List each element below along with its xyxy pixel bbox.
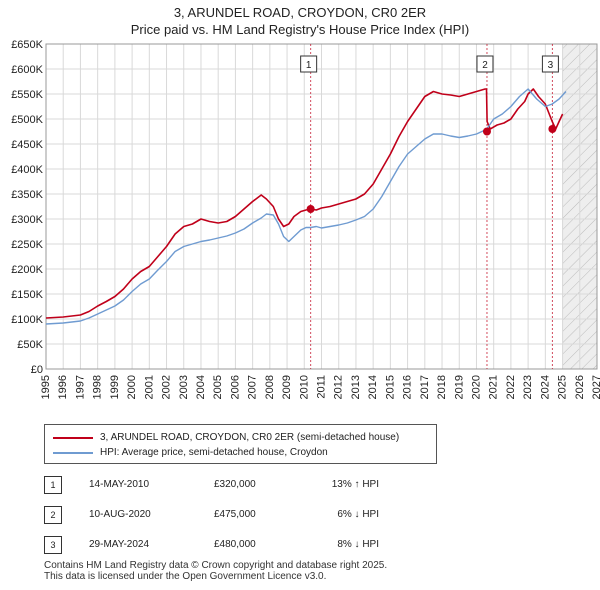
y-tick-label: £250K [11, 239, 43, 251]
x-tick-label: 1997 [74, 375, 86, 399]
sale-label: 2 [482, 60, 488, 71]
y-tick-label: £500K [11, 114, 43, 126]
legend-swatch-property [53, 437, 93, 439]
x-tick-label: 1995 [40, 375, 52, 399]
sale-row: 1 14-MAY-2010 £320,000 13% ↑ HPI [44, 476, 384, 494]
y-tick-label: £0 [31, 364, 43, 376]
sale-label: 3 [548, 60, 554, 71]
chart-title: 3, ARUNDEL ROAD, CROYDON, CR0 2ER Price … [0, 4, 600, 38]
y-tick-label: £100K [11, 314, 43, 326]
x-tick-label: 1999 [109, 375, 121, 399]
y-tick-label: £550K [11, 89, 43, 101]
x-tick-label: 2003 [178, 375, 190, 399]
x-tick-label: 2012 [333, 375, 345, 399]
plot-frame [45, 43, 598, 370]
y-tick-label: £350K [11, 189, 43, 201]
x-tick-label: 2006 [229, 375, 241, 399]
sale-price: £480,000 [214, 539, 256, 550]
sale-number-badge: 2 [44, 506, 62, 524]
x-tick-label: 2027 [591, 375, 600, 399]
x-tick-label: 2016 [402, 375, 414, 399]
y-tick-label: £150K [11, 289, 43, 301]
sale-date: 14-MAY-2010 [89, 479, 150, 490]
x-tick-label: 2001 [143, 375, 155, 399]
legend-label-hpi: HPI: Average price, semi-detached house,… [100, 447, 328, 458]
sale-point [548, 125, 557, 133]
sale-price: £320,000 [214, 479, 256, 490]
sale-label: 1 [306, 60, 312, 71]
title-line-1: 3, ARUNDEL ROAD, CROYDON, CR0 2ER [173, 5, 427, 20]
x-tick-label: 2007 [247, 375, 259, 399]
x-tick-label: 2000 [126, 375, 138, 399]
legend-swatch-hpi [53, 452, 93, 454]
sale-label-box [541, 55, 559, 73]
sale-date: 10-AUG-2020 [89, 509, 151, 520]
x-tick-label: 2010 [298, 375, 310, 399]
y-tick-label: £400K [11, 164, 43, 176]
x-tick-label: 2018 [436, 375, 448, 399]
sale-row: 2 10-AUG-2020 £475,000 6% ↓ HPI [44, 506, 384, 524]
y-tick-label: £450K [11, 139, 43, 151]
footer-licence: This data is licensed under the Open Gov… [44, 571, 327, 582]
y-tick-label: £200K [11, 264, 43, 276]
x-tick-label: 2014 [367, 375, 379, 399]
sale-row: 3 29-MAY-2024 £480,000 8% ↓ HPI [44, 536, 384, 554]
x-tick-label: 2005 [212, 375, 224, 399]
x-tick-label: 2015 [384, 375, 396, 399]
x-tick-label: 1996 [57, 375, 69, 399]
x-tick-label: 2024 [539, 375, 551, 399]
y-tick-label: £600K [11, 64, 43, 76]
y-tick-label: £650K [11, 39, 43, 51]
property-price-line [45, 88, 564, 319]
x-tick-label: 2020 [470, 375, 482, 399]
sale-date: 29-MAY-2024 [89, 539, 150, 550]
sale-number-badge: 3 [44, 536, 62, 554]
x-tick-label: 2023 [522, 375, 534, 399]
legend: 3, ARUNDEL ROAD, CROYDON, CR0 2ER (semi-… [44, 424, 437, 464]
sale-hpi-change: 8% ↓ HPI [337, 539, 379, 550]
sale-point [482, 127, 491, 136]
x-tick-label: 2019 [453, 375, 465, 399]
sale-label-box [300, 55, 318, 73]
x-tick-label: 2002 [161, 375, 173, 399]
x-tick-label: 2008 [264, 375, 276, 399]
x-tick-label: 2011 [316, 375, 328, 399]
x-tick-label: 2013 [350, 375, 362, 399]
y-tick-label: £300K [11, 214, 43, 226]
x-tick-label: 1998 [92, 375, 104, 399]
price-chart: 1995 1996 1997 1998 1999 2000 2001 2002 2003 2004… [11, 39, 600, 399]
x-tick-label: 2026 [574, 375, 586, 399]
footer-copyright: Contains HM Land Registry data © Crown c… [44, 560, 388, 571]
sale-hpi-change: 13% ↑ HPI [331, 479, 379, 490]
x-tick-label: 2025 [557, 375, 569, 399]
x-tick-label: 2022 [505, 375, 517, 399]
footer: Contains HM Land Registry data © Crown c… [44, 560, 387, 582]
sale-number-badge: 1 [44, 476, 62, 494]
x-tick-label: 2017 [419, 375, 431, 399]
sale-price: £475,000 [214, 509, 256, 520]
x-tick-label: 2009 [281, 375, 293, 399]
x-tick-label: 2004 [195, 375, 207, 399]
title-line-2: Price paid vs. HM Land Registry's House … [130, 22, 470, 37]
sale-point [306, 205, 315, 213]
sale-label-box [476, 55, 494, 73]
legend-label-property: 3, ARUNDEL ROAD, CROYDON, CR0 2ER (semi-… [100, 432, 400, 443]
y-tick-label: £50K [17, 339, 43, 351]
sale-hpi-change: 6% ↓ HPI [337, 509, 379, 520]
x-tick-label: 2021 [488, 375, 500, 399]
